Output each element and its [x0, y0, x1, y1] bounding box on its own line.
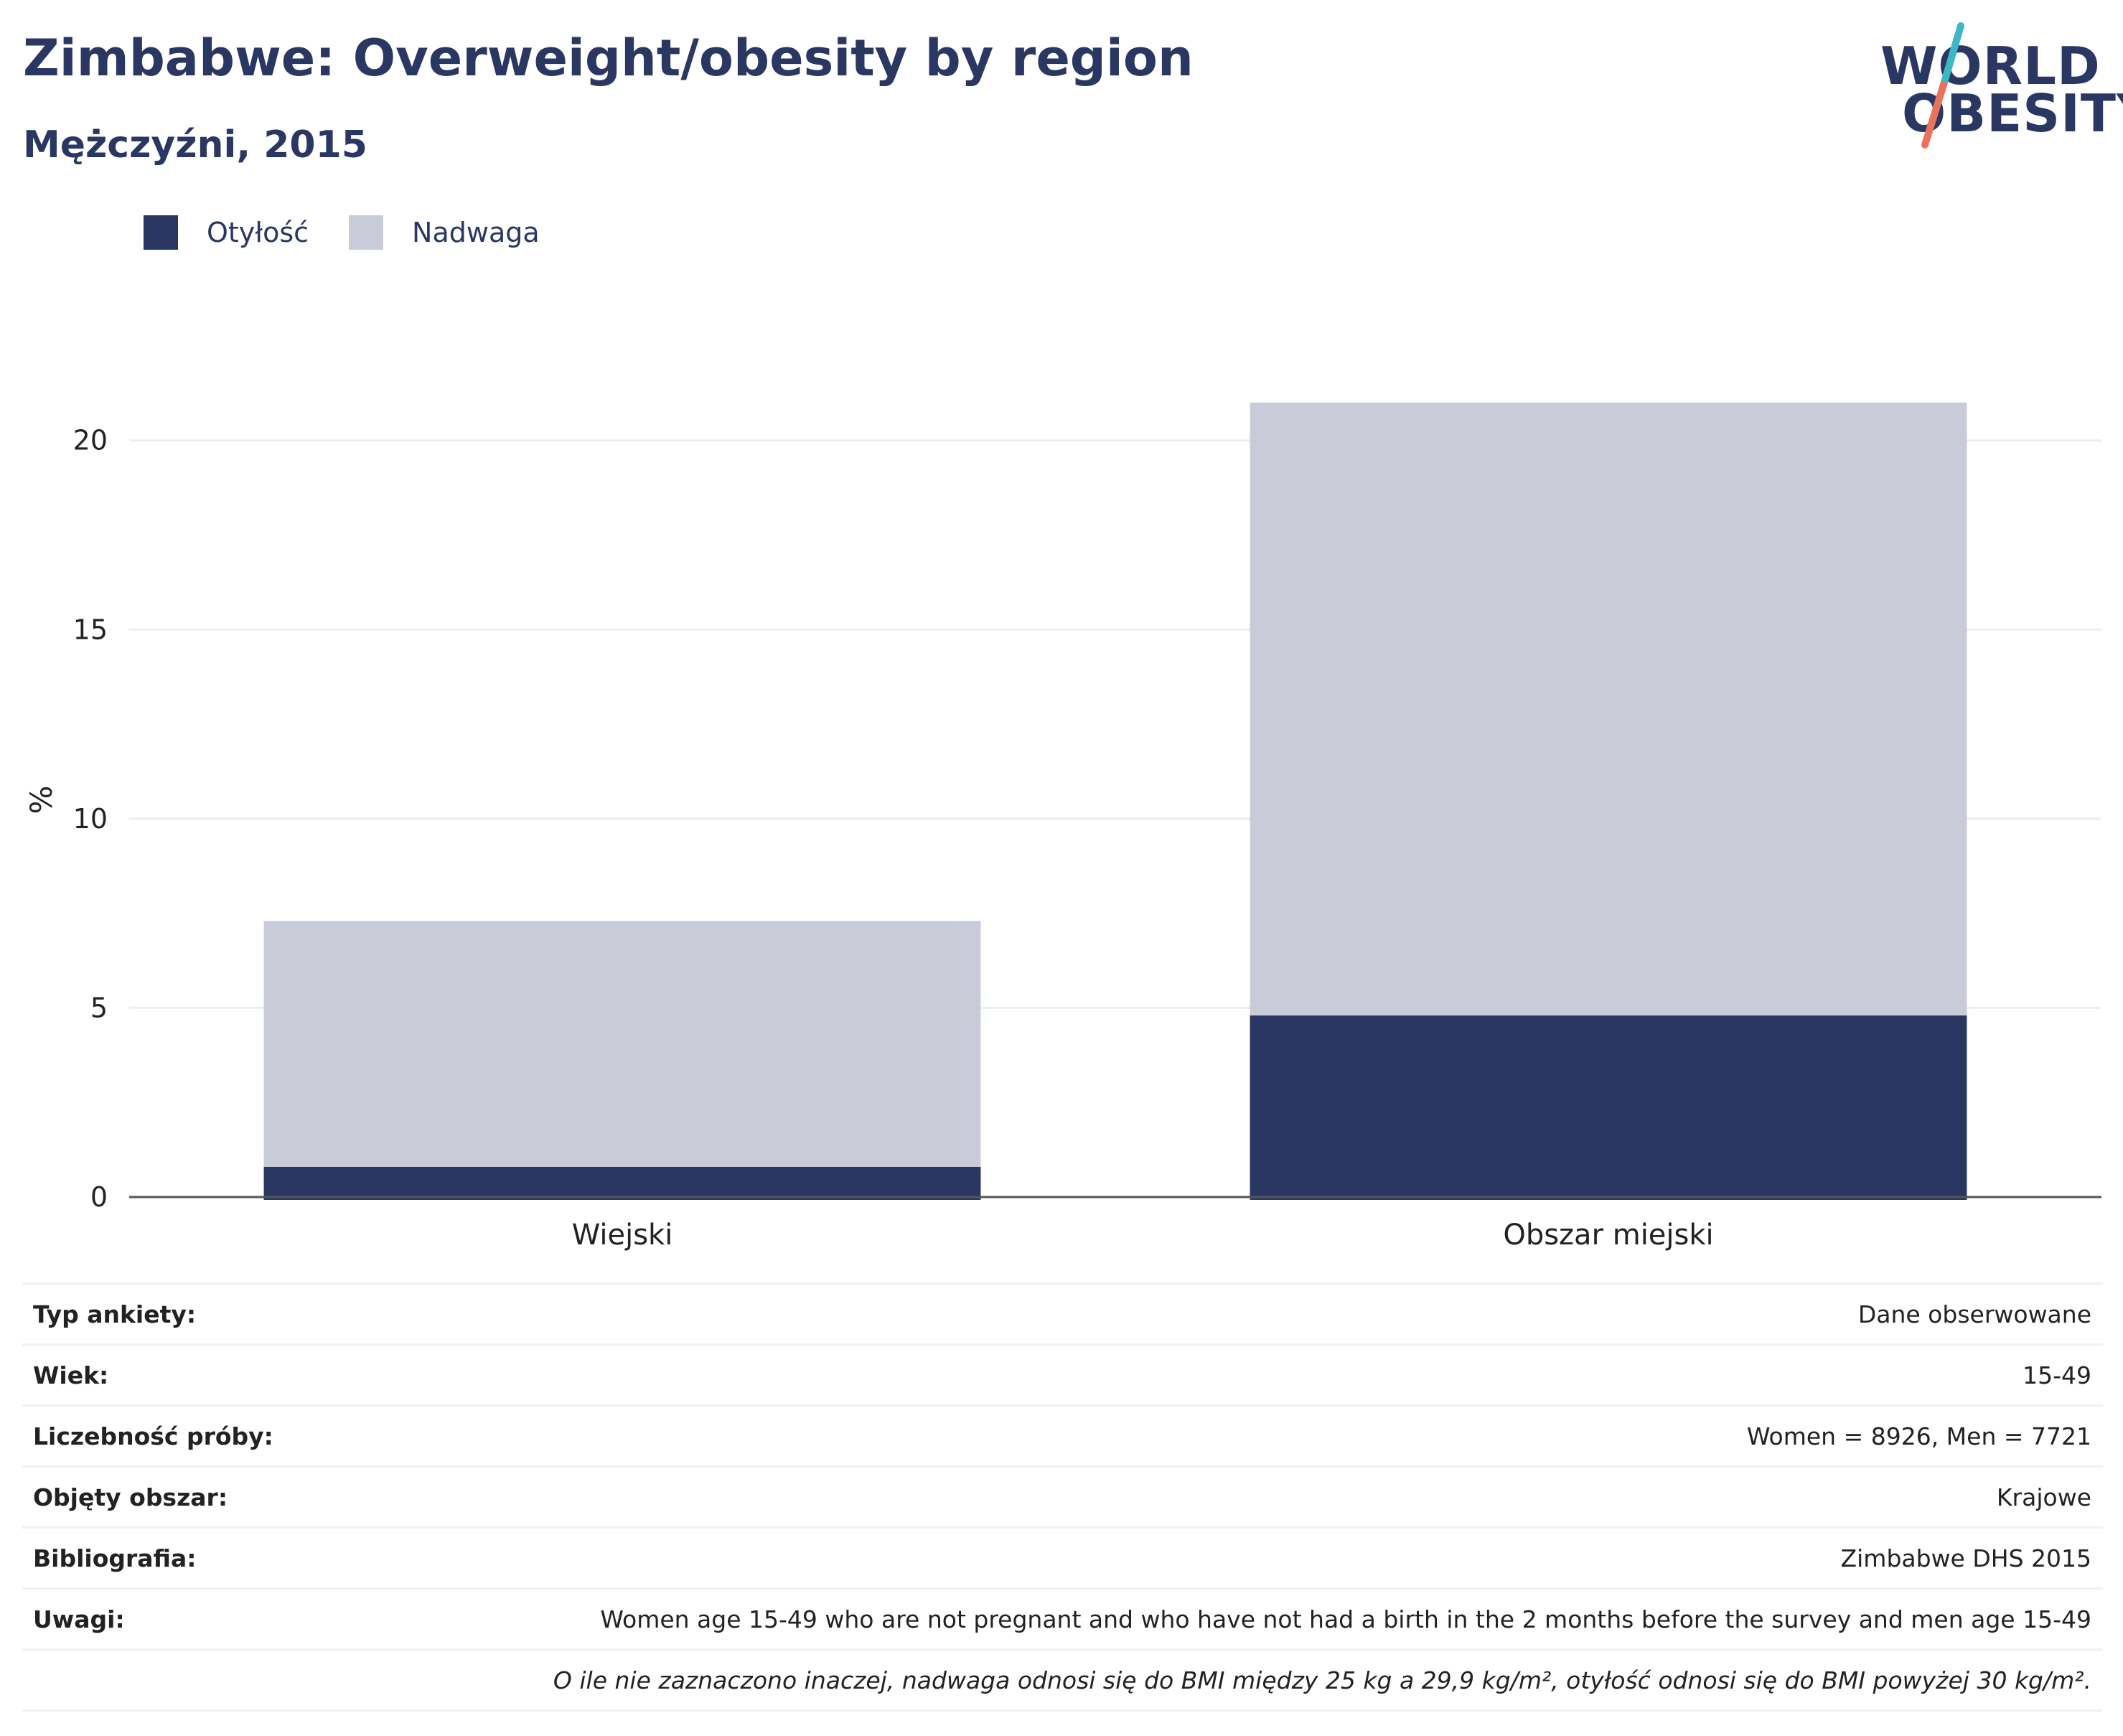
- info-value: Krajowe: [322, 1465, 2103, 1528]
- info-row-notes: Uwagi: Women age 15-49 who are not pregn…: [22, 1587, 2103, 1650]
- legend-item-overweight[interactable]: Nadwaga: [349, 215, 540, 250]
- info-footnote: O ile nie zaznaczono inaczej, nadwaga od…: [322, 1648, 2103, 1712]
- info-label: Objęty obszar:: [22, 1465, 322, 1528]
- legend-label-overweight: Nadwaga: [412, 217, 540, 248]
- y-tick-label: 20: [73, 425, 108, 456]
- chart-title: Zimbabwe: Overweight/obesity by region: [23, 29, 1194, 88]
- info-row-survey-type: Typ ankiety: Dane obserwowane: [22, 1282, 2103, 1345]
- y-tick-label: 5: [90, 992, 108, 1023]
- stacked-bar-chart: 0 5 10 15 20% Wiejski Obszar miejski: [24, 403, 2101, 1252]
- info-value: Dane obserwowane: [322, 1282, 2103, 1345]
- info-row-bibliography: Bibliografia: Zimbabwe DHS 2015: [22, 1526, 2103, 1589]
- info-label: Liczebność próby:: [22, 1404, 322, 1467]
- legend-swatch-overweight: [349, 215, 384, 250]
- survey-info-table: Typ ankiety: Dane obserwowane Wiek: 15-4…: [22, 1282, 2103, 1712]
- logo-line-1: WORLD: [1880, 36, 2101, 96]
- bar-obesity: [1250, 1015, 1967, 1200]
- info-label: Typ ankiety:: [22, 1282, 322, 1345]
- info-value: Women age 15-49 who are not pregnant and…: [322, 1587, 2103, 1650]
- info-value: Women = 8926, Men = 7721: [322, 1404, 2103, 1467]
- chart-subtitle: Mężczyźni, 2015: [23, 123, 367, 166]
- y-tick-label: 10: [73, 803, 108, 835]
- chart-legend: Otyłość Nadwaga: [144, 214, 580, 251]
- info-label: Uwagi:: [22, 1587, 322, 1650]
- logo-slash-icon: [1921, 22, 1964, 149]
- world-obesity-logo: WORLD OBESITY: [1866, 22, 2123, 151]
- info-value: Zimbabwe DHS 2015: [322, 1526, 2103, 1589]
- x-tick-label: Obszar miejski: [1503, 1219, 1713, 1252]
- y-tick-label: 15: [73, 614, 108, 645]
- info-row-age: Wiek: 15-49: [22, 1343, 2103, 1406]
- info-row-area-covered: Objęty obszar: Krajowe: [22, 1465, 2103, 1528]
- info-row-sample-size: Liczebność próby: Women = 8926, Men = 77…: [22, 1404, 2103, 1467]
- legend-label-obesity: Otyłość: [207, 217, 309, 248]
- info-footnote-spacer: [22, 1648, 322, 1712]
- info-label: Bibliografia:: [22, 1526, 322, 1589]
- legend-item-obesity[interactable]: Otyłość: [144, 215, 309, 250]
- bar-overweight: [1250, 403, 1967, 1015]
- bar-obesity: [263, 1166, 981, 1200]
- y-axis-label: %: [24, 786, 59, 815]
- info-label: Wiek:: [22, 1343, 322, 1406]
- info-value: 15-49: [322, 1343, 2103, 1406]
- bar-overweight: [263, 921, 981, 1167]
- info-row-footnote: O ile nie zaznaczono inaczej, nadwaga od…: [22, 1648, 2103, 1712]
- x-tick-label: Wiejski: [572, 1219, 673, 1252]
- y-tick-label: 0: [90, 1181, 108, 1213]
- legend-swatch-obesity: [144, 215, 178, 250]
